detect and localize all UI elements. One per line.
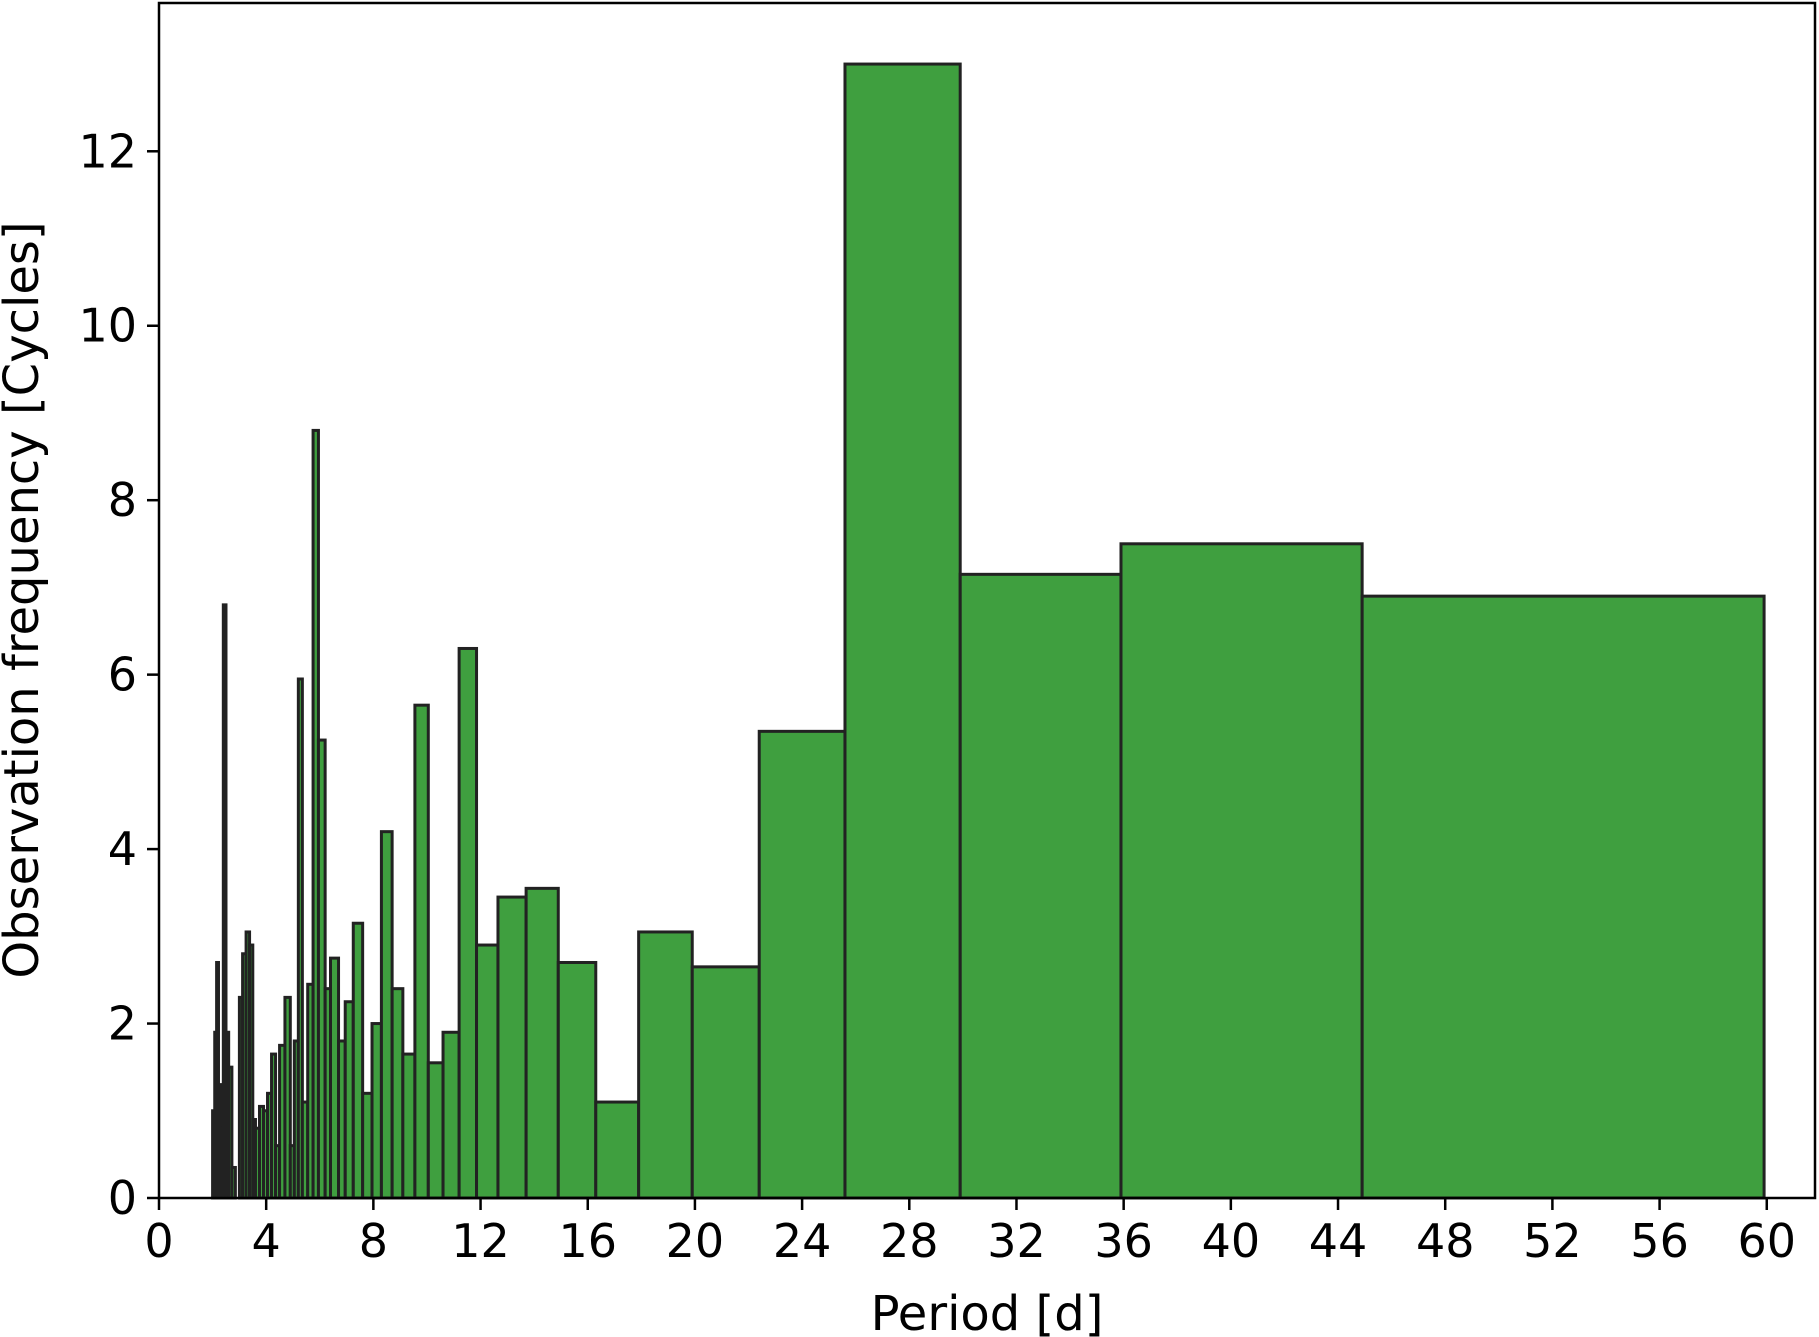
- x-tick-label: 36: [1094, 1214, 1153, 1268]
- y-axis-label: Observation frequency [Cycles]: [0, 221, 50, 978]
- histogram-bar: [1360, 594, 1766, 1200]
- histogram-bar: [1119, 542, 1364, 1200]
- axes-frame: [157, 1, 1817, 1200]
- histogram-bar: [594, 1100, 641, 1200]
- histogram-bar: [637, 930, 694, 1200]
- histogram-bar: [401, 1052, 417, 1200]
- y-tick-label: 0: [108, 1171, 137, 1225]
- y-tick-label: 8: [108, 473, 137, 527]
- x-tick-label: 12: [451, 1214, 510, 1268]
- histogram-bar: [496, 895, 528, 1200]
- x-tick-label: 4: [252, 1214, 281, 1268]
- y-tick-label: 2: [108, 997, 137, 1051]
- x-tick-label: 52: [1523, 1214, 1582, 1268]
- x-tick-label: 24: [773, 1214, 832, 1268]
- y-tick-label: 10: [78, 299, 137, 353]
- x-tick-label: 20: [666, 1214, 725, 1268]
- histogram-bar: [230, 1165, 237, 1200]
- x-tick-label: 0: [144, 1214, 173, 1268]
- histogram-bar: [757, 729, 847, 1200]
- x-tick-label: 44: [1309, 1214, 1368, 1268]
- y-tick-label: 12: [78, 124, 137, 178]
- histogram-bar: [390, 987, 405, 1200]
- x-tick-label: 60: [1737, 1214, 1796, 1268]
- y-tick-label: 4: [108, 822, 137, 876]
- x-tick-label: 48: [1416, 1214, 1475, 1268]
- histogram-bar: [379, 830, 394, 1200]
- histogram-bar: [843, 62, 962, 1200]
- x-tick-label: 16: [558, 1214, 617, 1268]
- histogram-bar: [524, 886, 560, 1200]
- x-axis-label: Period [d]: [871, 1286, 1104, 1337]
- y-axis-ticks: 0 2 4 6 8 10 12: [78, 124, 159, 1225]
- x-tick-label: 32: [987, 1214, 1046, 1268]
- x-tick-label: 40: [1202, 1214, 1261, 1268]
- histogram-bar: [958, 572, 1123, 1200]
- histogram-bar: [556, 960, 598, 1200]
- y-tick-label: 6: [108, 648, 137, 702]
- histogram-bar: [457, 646, 479, 1200]
- x-tick-label: 28: [880, 1214, 939, 1268]
- histogram-bar: [475, 943, 500, 1200]
- x-axis-ticks: 0 4 8 12 16 20 24 28 32 36 40 44 48 52 56 60: [144, 1198, 1796, 1268]
- histogram-bar: [413, 703, 430, 1200]
- histogram-bar: [426, 1061, 445, 1200]
- histogram-bar: [690, 965, 761, 1200]
- histogram-bar: [441, 1030, 461, 1200]
- x-tick-label: 8: [359, 1214, 388, 1268]
- x-tick-label: 56: [1630, 1214, 1689, 1268]
